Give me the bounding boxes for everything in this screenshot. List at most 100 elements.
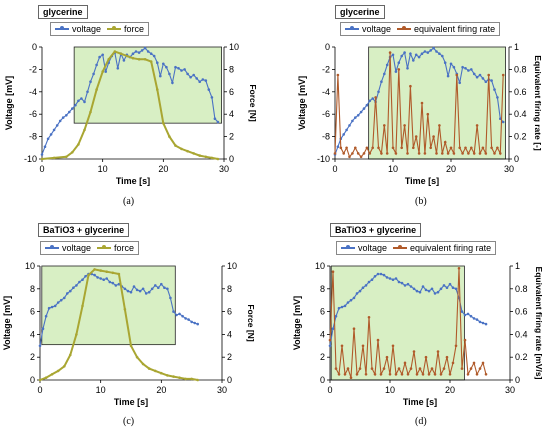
data-point-voltage-b <box>429 49 433 52</box>
data-point-equivalent-firing-rate-b <box>394 152 398 155</box>
data-point-voltage-c <box>63 296 66 300</box>
data-point-voltage-a <box>55 124 59 127</box>
data-point-voltage-c <box>135 288 139 292</box>
data-point-force-a <box>204 155 208 159</box>
data-point-voltage-d <box>328 344 332 348</box>
data-point-voltage-a <box>140 49 144 52</box>
data-point-force-c <box>178 376 181 380</box>
data-point-voltage-a <box>40 153 44 156</box>
data-point-voltage-a <box>92 72 95 76</box>
data-point-voltage-b <box>501 120 505 124</box>
data-point-voltage-b <box>400 54 404 58</box>
data-point-voltage-d <box>337 306 341 310</box>
data-point-voltage-a <box>201 78 205 81</box>
chart-a: 0 10 20 30 -10 -8 -6 -4 -2 0 0 2 4 6 8 10 Time [s] Voltag… <box>4 42 258 186</box>
data-point-voltage-c <box>154 284 157 287</box>
data-point-voltage-d <box>484 322 488 326</box>
y-left-tick-label-d: 10 <box>315 261 325 271</box>
data-point-equivalent-firing-rate-b <box>481 146 485 150</box>
data-point-voltage-d <box>346 301 350 304</box>
data-point-voltage-c <box>47 306 51 310</box>
y-axis-title-left-b: Voltage [mV] <box>297 76 307 130</box>
data-point-voltage-a <box>58 119 62 123</box>
data-point-equivalent-firing-rate-b <box>409 84 412 88</box>
data-point-voltage-b <box>351 119 354 123</box>
y-left-tick-label-a: 0 <box>32 42 37 52</box>
data-point-equivalent-firing-rate-b <box>441 152 444 155</box>
data-point-equivalent-firing-rate-d <box>403 361 407 365</box>
data-point-voltage-d <box>427 289 431 293</box>
data-point-force-a <box>107 58 110 61</box>
data-point-equivalent-firing-rate-b <box>420 101 424 105</box>
y-right-tick-label-c: 0 <box>227 375 232 385</box>
data-point-equivalent-firing-rate-d <box>352 327 356 331</box>
data-point-voltage-c <box>111 281 115 285</box>
y-left-tick-label-c: 8 <box>30 284 35 294</box>
data-point-voltage-b <box>397 61 401 64</box>
data-point-equivalent-firing-rate-b <box>423 152 427 155</box>
legend-label-firing-d: equivalent firing rate <box>410 243 492 253</box>
y-left-tick-label-b: -10 <box>317 154 330 164</box>
legend-swatch-firing-d <box>393 245 408 249</box>
data-point-voltage-a <box>216 120 220 124</box>
data-point-voltage-a <box>146 50 150 53</box>
data-point-voltage-a <box>210 96 214 99</box>
data-point-equivalent-firing-rate-d <box>334 367 338 370</box>
data-point-voltage-c <box>150 287 154 291</box>
data-point-voltage-b <box>348 124 351 127</box>
data-point-equivalent-firing-rate-b <box>400 146 404 150</box>
legend-item-force-a: force <box>107 24 144 34</box>
x-tick-label-a: 20 <box>158 164 168 174</box>
data-point-equivalent-firing-rate-b <box>446 152 450 155</box>
legend-label-voltage-d: voltage <box>358 243 388 253</box>
data-point-voltage-d <box>373 275 377 278</box>
data-point-voltage-a <box>162 62 165 66</box>
y-right-tick-label-a: 8 <box>229 64 234 74</box>
data-point-equivalent-firing-rate-b <box>365 146 369 150</box>
data-point-voltage-b <box>385 63 389 67</box>
data-point-voltage-a <box>165 65 168 69</box>
data-point-equivalent-firing-rate-b <box>452 152 456 155</box>
y-right-tick-label-c: 8 <box>227 284 232 294</box>
y-left-tick-label-d: 0 <box>320 375 325 385</box>
data-point-equivalent-firing-rate-b <box>345 146 348 150</box>
data-point-force-c <box>63 365 66 368</box>
data-point-equivalent-firing-rate-b <box>435 152 438 155</box>
data-point-equivalent-firing-rate-d <box>448 373 452 376</box>
shaded-region-a <box>73 46 222 124</box>
data-point-voltage-a <box>159 74 162 78</box>
y-left-tick-label-c: 6 <box>30 307 35 317</box>
data-point-voltage-d <box>475 318 479 321</box>
data-point-force-a <box>162 121 165 125</box>
data-point-voltage-b <box>342 133 346 136</box>
data-point-voltage-c <box>169 296 172 300</box>
x-tick-label-b: 0 <box>332 164 337 174</box>
data-point-voltage-a <box>95 63 98 67</box>
data-point-equivalent-firing-rate-b <box>336 73 340 77</box>
data-point-voltage-d <box>421 285 425 288</box>
data-point-force-a <box>192 152 195 155</box>
data-point-voltage-d <box>460 310 464 313</box>
data-point-voltage-c <box>157 286 160 290</box>
data-point-voltage-d <box>466 312 470 316</box>
data-point-equivalent-firing-rate-d <box>406 373 410 376</box>
data-point-equivalent-firing-rate-b <box>429 146 433 150</box>
data-point-force-c <box>50 373 54 376</box>
data-point-voltage-d <box>472 317 476 320</box>
y-axis-title-left-d: Voltage [mV] <box>292 296 302 350</box>
y-right-tick-label-c: 4 <box>227 329 232 339</box>
data-point-voltage-c <box>69 289 72 293</box>
data-point-voltage-a <box>198 80 201 83</box>
data-point-voltage-a <box>80 97 83 100</box>
y-left-tick-label-d: 2 <box>320 352 325 362</box>
data-point-force-a <box>156 88 159 91</box>
data-point-voltage-b <box>403 51 406 54</box>
data-point-voltage-b <box>409 52 412 55</box>
data-point-voltage-a <box>131 52 135 55</box>
y-right-tick-label-b: 0.2 <box>514 132 527 142</box>
data-point-voltage-d <box>412 287 416 291</box>
x-axis-title-d: Time [s] <box>403 397 437 407</box>
data-point-equivalent-firing-rate-d <box>331 270 335 274</box>
data-point-force-a <box>131 56 135 60</box>
